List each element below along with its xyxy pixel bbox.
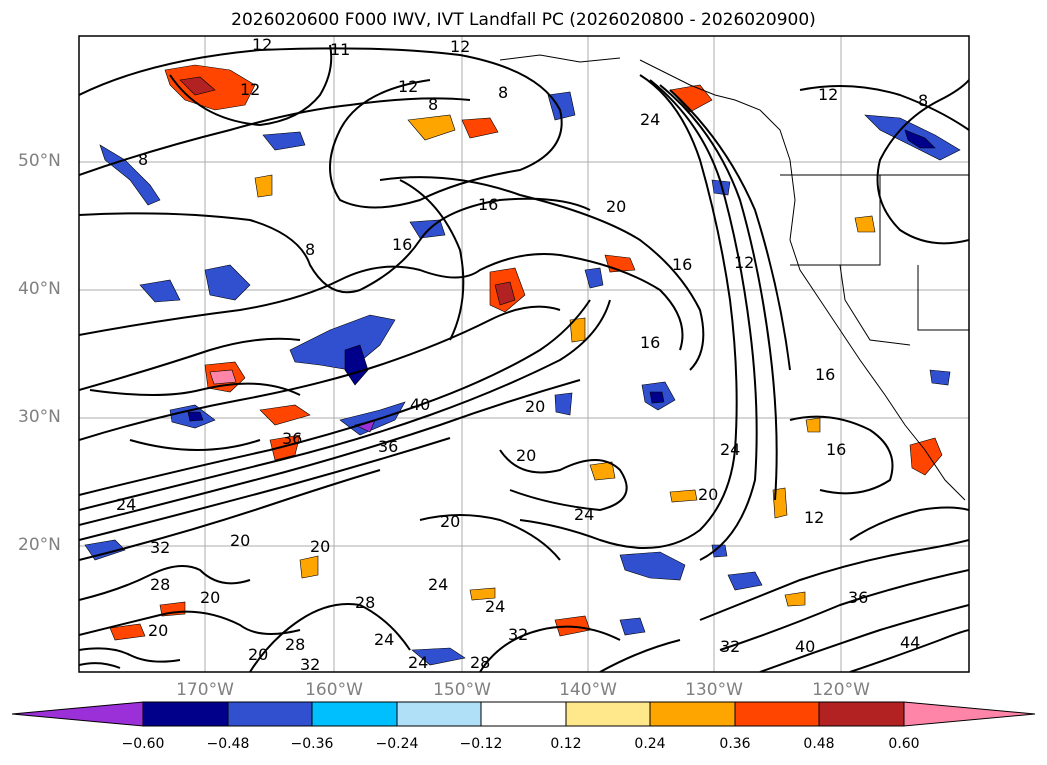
colorbar-tick-label: −0.12 xyxy=(459,736,503,752)
contour-label: 24 xyxy=(485,597,505,616)
colorbar-swatch xyxy=(565,701,651,727)
colorbar-tick-label: −0.60 xyxy=(121,736,165,752)
contour-label: 20 xyxy=(230,531,250,550)
contour-label: 24 xyxy=(428,575,448,594)
contour-label: 8 xyxy=(918,91,928,110)
colorbar-tick-label: 0.36 xyxy=(719,736,751,752)
contour-label: 32 xyxy=(150,538,170,557)
contour-label: 20 xyxy=(516,446,536,465)
contour-label: 20 xyxy=(440,512,460,531)
colorbar-extend-right xyxy=(903,701,1036,727)
latitude-label: 50°N xyxy=(18,151,61,171)
contour-label: 20 xyxy=(698,485,718,504)
map-title: 2026020600 F000 IWV, IVT Landfall PC (20… xyxy=(231,10,816,30)
contour-label: 36 xyxy=(848,588,868,607)
contour-label: 8 xyxy=(305,240,315,259)
contour-label: 36 xyxy=(378,437,398,456)
gridlines xyxy=(79,36,969,672)
coastlines xyxy=(499,54,969,501)
longitude-label: 160°W xyxy=(305,680,363,700)
colorbar-swatch xyxy=(396,701,482,727)
contour-label: 12 xyxy=(398,77,418,96)
contour-label: 16 xyxy=(672,255,692,274)
map-frame xyxy=(79,36,969,672)
contour-label: 20 xyxy=(200,588,220,607)
contour-label: 36 xyxy=(282,429,302,448)
pc-filled-shading xyxy=(84,64,961,666)
longitude-label: 120°W xyxy=(812,680,870,700)
colorbar-tick-label: 0.12 xyxy=(550,736,582,752)
contour-label: 24 xyxy=(574,505,594,524)
colorbar-swatch xyxy=(142,701,229,727)
contour-label: 8 xyxy=(428,95,438,114)
contour-label: 20 xyxy=(606,197,626,216)
colorbar-tick-label: 0.48 xyxy=(803,736,835,752)
contour-label: 28 xyxy=(285,635,305,654)
colorbar-swatch xyxy=(311,701,398,727)
colorbar-swatch xyxy=(818,701,905,727)
contour-label: 8 xyxy=(498,83,508,102)
contour-label: 28 xyxy=(355,593,375,612)
longitude-label: 140°W xyxy=(559,680,617,700)
contour-label: 24 xyxy=(374,630,394,649)
colorbar xyxy=(11,701,1036,727)
contour-label: 12 xyxy=(240,80,260,99)
colorbar-swatch xyxy=(480,701,567,727)
colorbar-tick-label: −0.24 xyxy=(375,736,419,752)
longitude-label: 150°W xyxy=(433,680,491,700)
latitude-label: 20°N xyxy=(18,535,61,555)
iwv-contours xyxy=(79,44,969,672)
contour-label: 11 xyxy=(330,40,350,59)
contour-label: 20 xyxy=(310,537,330,556)
colorbar-extend-left xyxy=(11,701,144,727)
contour-label: 32 xyxy=(508,625,528,644)
contour-label: 16 xyxy=(826,440,846,459)
colorbar-tick-label: 0.24 xyxy=(634,736,666,752)
latitude-label: 40°N xyxy=(18,279,61,299)
colorbar-swatch xyxy=(227,701,313,727)
contour-label: 8 xyxy=(138,150,148,169)
contour-label: 40 xyxy=(795,637,815,656)
latitude-label: 30°N xyxy=(18,407,61,427)
contour-label: 16 xyxy=(478,195,498,214)
colorbar-tick-label: 0.60 xyxy=(888,736,920,752)
contour-label: 12 xyxy=(450,37,470,56)
contour-label: 12 xyxy=(818,85,838,104)
colorbar-swatch xyxy=(649,701,736,727)
longitude-label: 170°W xyxy=(176,680,234,700)
contour-label: 12 xyxy=(252,35,272,54)
contour-label: 40 xyxy=(410,395,430,414)
colorbar-swatch xyxy=(734,701,820,727)
colorbar-tick-label: −0.48 xyxy=(206,736,250,752)
longitude-label: 130°W xyxy=(685,680,743,700)
contour-label: 16 xyxy=(815,365,835,384)
contour-label: 24 xyxy=(640,110,660,129)
contour-label: 32 xyxy=(300,655,320,674)
contour-label: 16 xyxy=(392,235,412,254)
contour-label: 20 xyxy=(148,621,168,640)
contour-label: 28 xyxy=(150,575,170,594)
contour-label: 32 xyxy=(720,637,740,656)
contour-label: 20 xyxy=(248,645,268,664)
contour-label: 24 xyxy=(408,653,428,672)
contour-labels: 12 11 12 12 12 8 8 8 8 8 12 24 16 16 20 … xyxy=(116,35,928,674)
colorbar-tick-label: −0.36 xyxy=(290,736,334,752)
contour-label: 20 xyxy=(525,397,545,416)
contour-label: 12 xyxy=(734,253,754,272)
contour-label: 24 xyxy=(116,495,136,514)
contour-label: 16 xyxy=(640,333,660,352)
contour-label: 28 xyxy=(470,653,490,672)
contour-label: 12 xyxy=(804,508,824,527)
contour-label: 44 xyxy=(900,633,920,652)
contour-label: 24 xyxy=(720,440,740,459)
